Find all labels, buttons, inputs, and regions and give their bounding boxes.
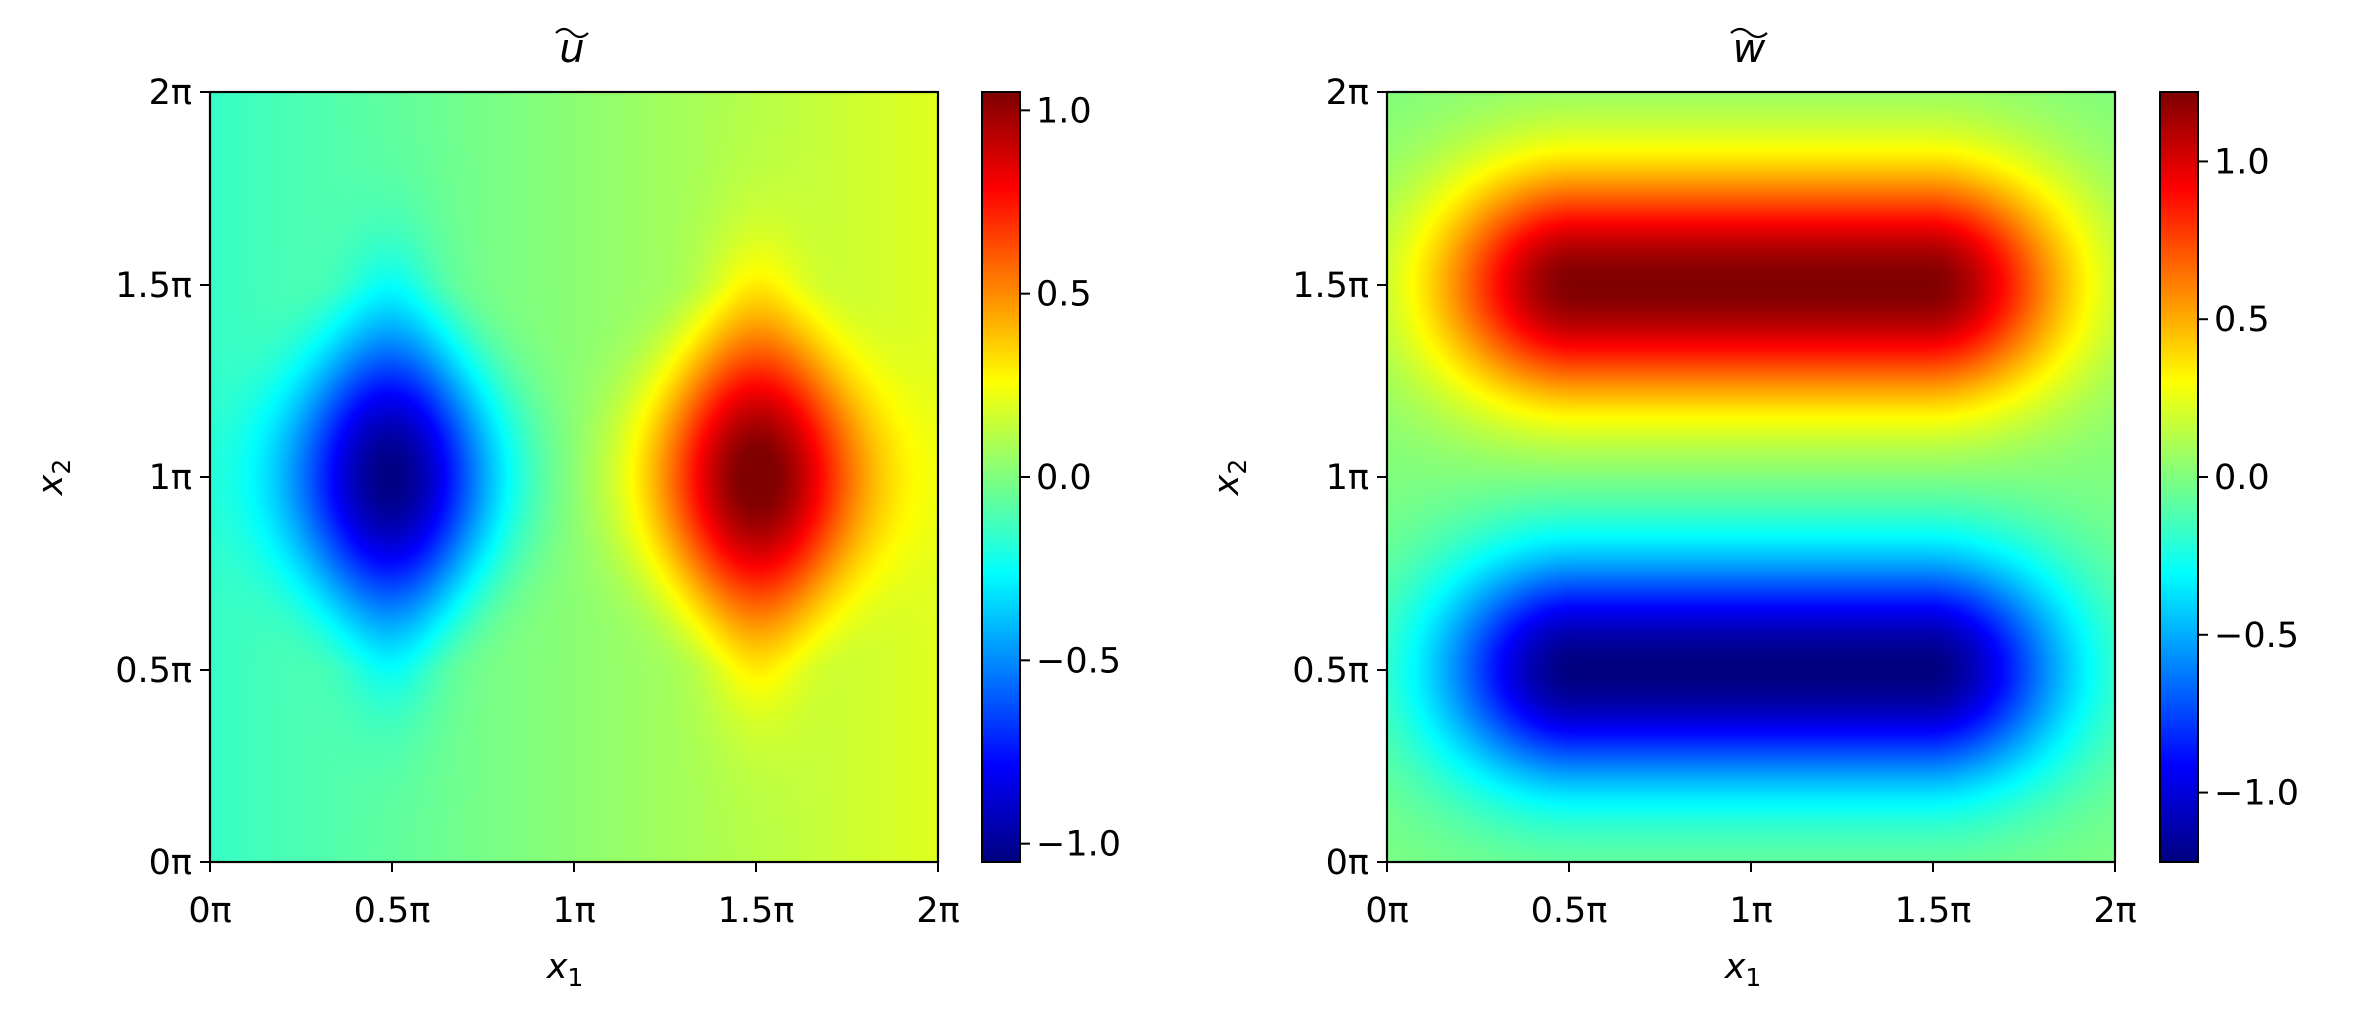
x-tick-label: 1.5π <box>718 891 795 931</box>
panel-u: u 0π 0.5π 1π 1.5π 2π 0π <box>31 26 1121 992</box>
y-tick-label: 0.5π <box>115 651 192 691</box>
panel-title-u-tilde <box>555 27 589 39</box>
heatmap-image-u <box>210 92 938 862</box>
x-tick-label: 1π <box>552 891 595 931</box>
colorbar-tick-label: 0.5 <box>1036 275 1092 315</box>
y-tick-label: 1π <box>149 458 192 498</box>
x-tick-label: 1.5π <box>1895 891 1972 931</box>
x-axis-w: 0π 0.5π 1π 1.5π 2π <box>1365 862 2137 931</box>
colorbar-tick-label: −0.5 <box>1036 641 1121 681</box>
colorbar-w: −1.0 −0.5 0.0 0.5 1.0 <box>2159 91 2299 863</box>
x-tick-label: 2π <box>2093 891 2136 931</box>
heatmap-image-w <box>1387 92 2115 862</box>
colorbar-tick-label: −0.5 <box>2214 616 2299 656</box>
x-axis-label-w: x1 <box>1724 947 1762 992</box>
x-axis-label-u: x1 <box>546 947 584 992</box>
y-axis-label-u: x2 <box>31 459 76 497</box>
colorbar-tick-label: 1.0 <box>1036 91 1092 131</box>
x-tick-label: 1π <box>1729 891 1772 931</box>
colorbar-tick-label: 0.0 <box>2214 458 2270 498</box>
y-axis-label-w: x2 <box>1207 459 1252 497</box>
panel-title-w-tilde <box>1730 27 1768 39</box>
colorbar-tick-label: 0.0 <box>1036 458 1092 498</box>
x-axis-u: 0π 0.5π 1π 1.5π 2π <box>188 862 960 931</box>
x-tick-label: 0π <box>1365 891 1408 931</box>
y-tick-label: 0.5π <box>1292 651 1369 691</box>
y-tick-label: 0π <box>1326 843 1369 883</box>
colorbar-tick-label: −1.0 <box>1036 825 1121 865</box>
panel-w: w 0π 0.5π 1π 1.5π 2π 0π 0.5π <box>1207 26 2299 992</box>
y-tick-label: 2π <box>149 73 192 113</box>
y-axis-u: 0π 0.5π 1π 1.5π 2π <box>115 73 210 883</box>
y-tick-label: 1π <box>1326 458 1369 498</box>
y-tick-label: 0π <box>149 843 192 883</box>
x-tick-label: 0.5π <box>1531 891 1608 931</box>
x-tick-label: 0.5π <box>354 891 431 931</box>
y-tick-label: 1.5π <box>1292 266 1369 306</box>
colorbar-u: −1.0 −0.5 0.0 0.5 1.0 <box>981 91 1121 865</box>
colorbar-tick-label: −1.0 <box>2214 774 2299 814</box>
x-tick-label: 2π <box>916 891 959 931</box>
y-tick-label: 2π <box>1326 73 1369 113</box>
colorbar-tick-label: 0.5 <box>2214 300 2270 340</box>
colorbar-tick-label: 1.0 <box>2214 142 2270 182</box>
y-axis-w: 0π 0.5π 1π 1.5π 2π <box>1292 73 1387 883</box>
x-tick-label: 0π <box>188 891 231 931</box>
y-tick-label: 1.5π <box>115 266 192 306</box>
